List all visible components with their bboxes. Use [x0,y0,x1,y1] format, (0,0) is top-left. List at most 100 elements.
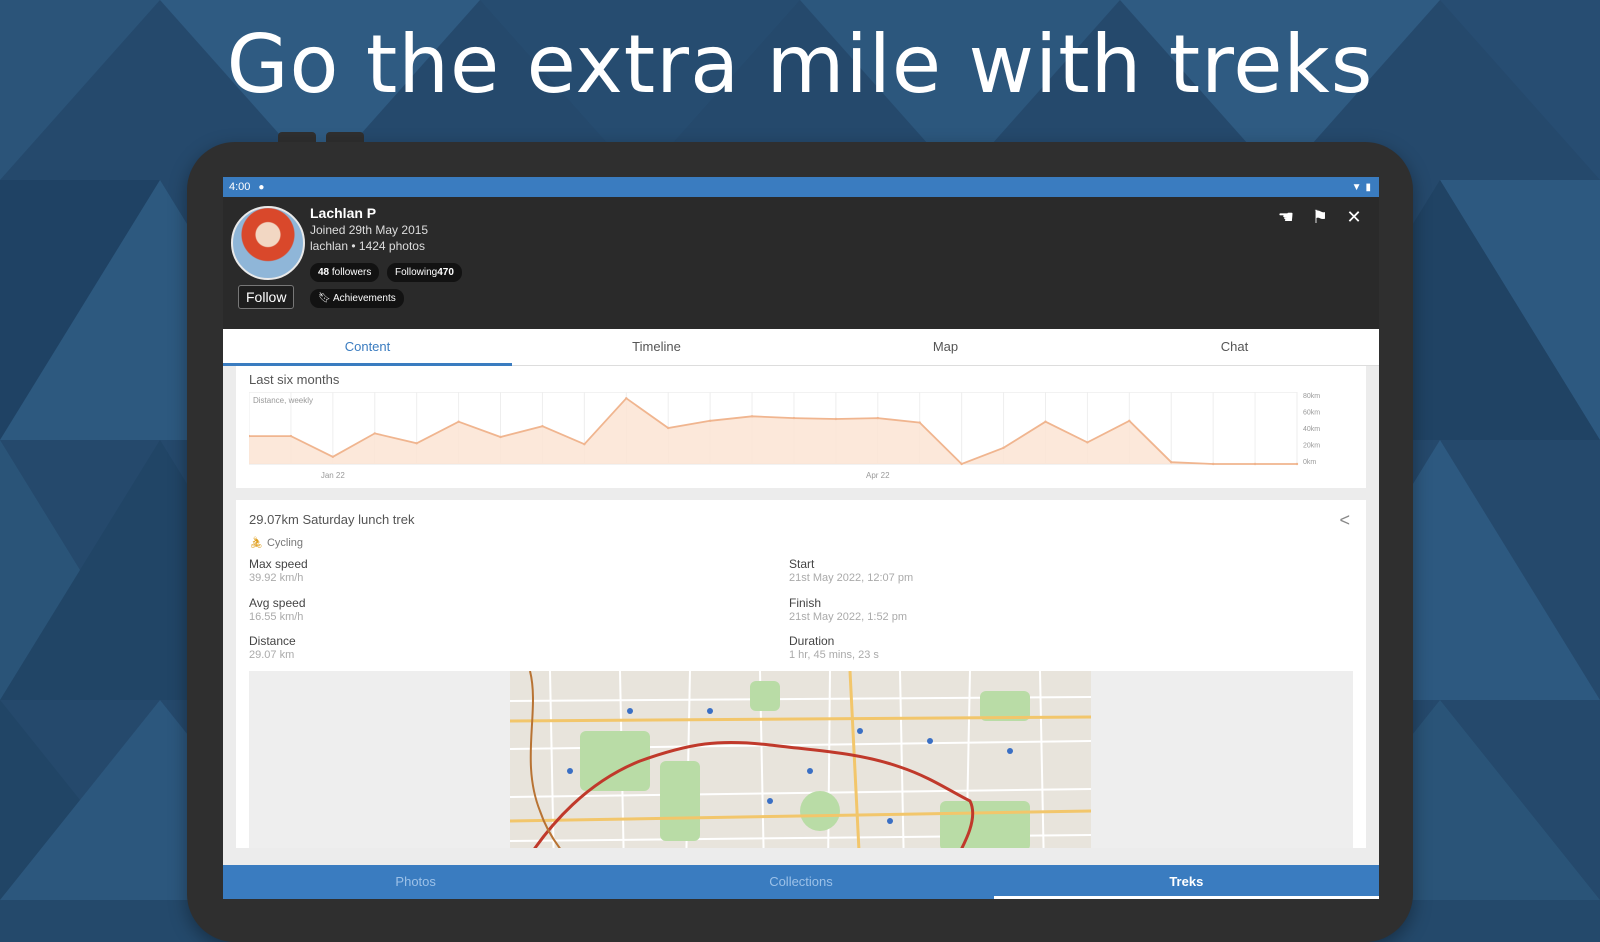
profile-header: Follow Lachlan P Joined 29th May 2015 la… [223,197,1379,329]
nav-photos[interactable]: Photos [395,874,436,889]
trek-activity-label: Cycling [266,537,304,549]
stat-value: 1 hr, 45 mins, 23 s [789,649,879,661]
chart-point [1002,446,1005,449]
followers-label: followers [331,267,372,278]
chart-point [331,455,335,458]
stat-avg-speed: Avg speed 16.55 km/h [249,596,306,623]
chart-y-tick: 0km [1303,459,1316,466]
following-count: 470 [437,267,454,278]
follow-button[interactable]: Follow [238,285,295,309]
chart-y-tick: 40km [1303,426,1320,433]
chart-point [708,419,712,422]
stat-duration: Duration 1 hr, 45 mins, 23 s [789,634,879,661]
battery-icon: ▮ [1365,181,1371,193]
chart-point [541,425,544,428]
stat-label: Duration [789,634,835,648]
nav-treks[interactable]: Treks [993,865,1379,899]
stat-value: 39.92 km/h [249,572,304,584]
achievements-chip[interactable]: 🔖︎ Achievements [310,289,404,308]
chart-y-tick: 20km [1303,443,1320,450]
device-button [326,132,364,142]
chart-card-title: Last six months [249,372,340,387]
stat-start: Start 21st May 2022, 12:07 pm [789,557,913,584]
close-icon[interactable]: ✕ [1346,207,1362,227]
chart-point [583,443,586,446]
content-panel: Last six months Distance, weekly 80km 60km… [223,366,1379,848]
stat-label: Avg speed [249,596,306,610]
chart-point [750,415,754,418]
chart-point [1295,462,1299,466]
following-label: Following [395,267,438,278]
chart-y-tick: 80km [1303,393,1320,400]
chart-x-tick: Apr 22 [866,471,890,480]
chart-point [415,442,418,445]
trek-title: 29.07km Saturday lunch trek [249,512,415,527]
flag-icon[interactable]: ⚑ [1311,207,1329,227]
chart-point [834,417,838,421]
chart-point [457,420,460,423]
chart-point [667,426,670,430]
chart-y-tick: 60km [1303,410,1320,417]
nav-collections[interactable]: Collections [769,874,833,889]
chart-point [876,416,879,420]
trek-map-area [249,671,1353,848]
chart-area-fill [249,398,1297,464]
distance-chart-card: Last six months Distance, weekly 80km 60km… [236,366,1366,488]
avatar[interactable] [231,206,305,280]
stat-finish: Finish 21st May 2022, 1:52 pm [789,596,907,623]
stat-value: 21st May 2022, 12:07 pm [789,572,914,584]
followers-count: 48 [318,267,330,278]
chart-point [960,462,963,466]
chart-point [1253,462,1257,466]
share-icon[interactable]: < [1339,510,1350,530]
message-notification-icon: ● [258,181,265,193]
stat-label: Max speed [249,557,308,571]
chart-point [792,416,796,420]
followers-chip[interactable]: 48 followers [310,263,380,282]
tab-content[interactable]: Content [223,329,512,366]
chart-point [373,432,376,435]
achievements-label: Achievements [332,293,396,304]
wifi-icon: ▼ [1351,181,1362,193]
chart-point [1044,420,1047,423]
chart-point [1211,462,1215,466]
status-time: 4:00 [229,181,251,193]
chart-point [289,434,293,438]
profile-tabs: Content Timeline Map Chat [223,329,1379,366]
trek-activity: 🚴︎ Cycling [249,536,303,549]
stat-label: Finish [789,596,822,610]
bookmark-icon: 🔖︎ [318,293,331,304]
device-button [278,132,316,142]
chart-point [625,397,628,400]
tab-map[interactable]: Map [932,339,959,354]
bottom-navigation: Photos Collections Treks [223,865,1379,899]
chart-point [499,435,502,439]
profile-name: Lachlan P [310,205,377,221]
chart-point [1086,441,1089,444]
hand-point-icon[interactable]: ☚ [1277,207,1295,227]
chart-point [1170,461,1173,464]
cycling-icon: 🚴︎ [249,537,263,549]
chart-series-line [249,397,1297,466]
chart-point [1128,419,1131,422]
stat-value: 16.55 km/h [249,611,304,623]
stat-label: Start [789,557,815,571]
tab-timeline[interactable]: Timeline [632,339,681,354]
stat-label: Distance [249,634,296,648]
header-actions: ☚ ⚑ ✕ [1275,207,1365,228]
tab-chat[interactable]: Chat [1220,339,1249,354]
profile-joined: Joined 29th May 2015 [310,223,429,237]
distance-chart: Distance, weekly 80km 60km 40km 20km 0km Jan 2… [249,392,1320,480]
chart-point [918,421,921,424]
stat-distance: Distance 29.07 km [249,634,296,661]
following-chip[interactable]: Following470 [387,263,462,282]
status-bar: 4:00 ● ▼ ▮ [223,177,1379,197]
tablet-screen: 4:00 ● ▼ ▮ Follow Lachlan P Joined 29th … [223,177,1379,899]
map-graphic [510,671,1091,848]
stat-max-speed: Max speed 39.92 km/h [249,557,308,584]
trek-map[interactable] [510,671,1091,848]
stat-value: 29.07 km [249,649,295,661]
stat-value: 21st May 2022, 1:52 pm [789,611,908,623]
headline: Go the extra mile with treks [226,18,1374,111]
trek-card[interactable]: 29.07km Saturday lunch trek 🚴︎ Cycling < … [236,500,1366,848]
